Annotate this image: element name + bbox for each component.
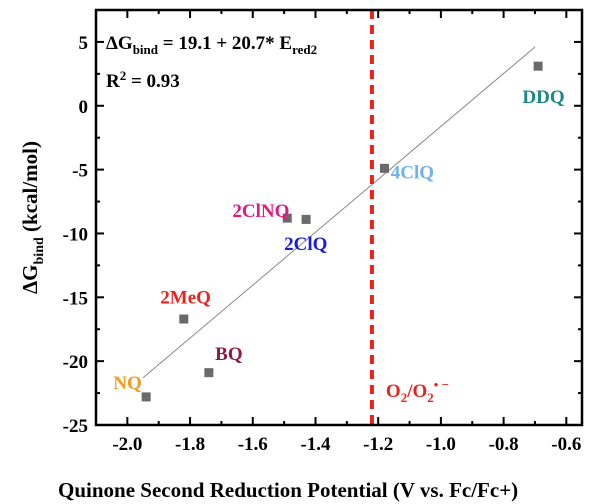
superoxide-label: O2/O2• −	[386, 377, 449, 405]
compound-label: DDQ	[522, 87, 564, 108]
data-point	[282, 213, 292, 223]
x-tick-label: -0.6	[551, 434, 581, 455]
data-point	[141, 392, 151, 402]
compound-label: NQ	[113, 373, 142, 394]
compound-label: BQ	[215, 344, 242, 365]
x-tick-label: -1.2	[363, 434, 393, 455]
y-tick-label: -5	[72, 161, 88, 182]
x-tick-label: -1.6	[238, 434, 268, 455]
x-tick-label: -1.8	[175, 434, 205, 455]
compound-label: 4ClQ	[391, 163, 434, 184]
x-axis-label: Quinone Second Reduction Potential (V vs…	[58, 478, 518, 502]
x-tick-label: -2.0	[112, 434, 142, 455]
y-tick-label: -25	[63, 416, 88, 437]
y-tick-label: 5	[79, 33, 89, 54]
data-point	[204, 368, 214, 378]
data-point	[179, 314, 189, 324]
plot-frame	[94, 8, 584, 427]
data-point	[301, 214, 311, 224]
data-point	[379, 163, 389, 173]
y-tick-label: -10	[63, 224, 88, 245]
x-tick-label: -0.8	[489, 434, 519, 455]
y-tick-label: 0	[79, 97, 89, 118]
y-tick-label: -15	[63, 288, 88, 309]
x-tick-label: -1.4	[300, 434, 331, 455]
compound-label: 2ClNQ	[232, 201, 289, 222]
data-point	[533, 61, 543, 71]
compound-label: 2MeQ	[160, 288, 211, 309]
fit-line	[142, 46, 536, 379]
r-squared: R2 = 0.93	[106, 68, 180, 92]
x-tick-label: -1.0	[426, 434, 456, 455]
y-axis-label: ΔGbind (kcal/mol)	[18, 141, 47, 294]
compound-label: 2ClQ	[284, 234, 327, 255]
fit-equation: ΔGbind = 19.1 + 20.7* Ered2	[106, 33, 317, 57]
y-tick-label: -20	[63, 352, 88, 373]
